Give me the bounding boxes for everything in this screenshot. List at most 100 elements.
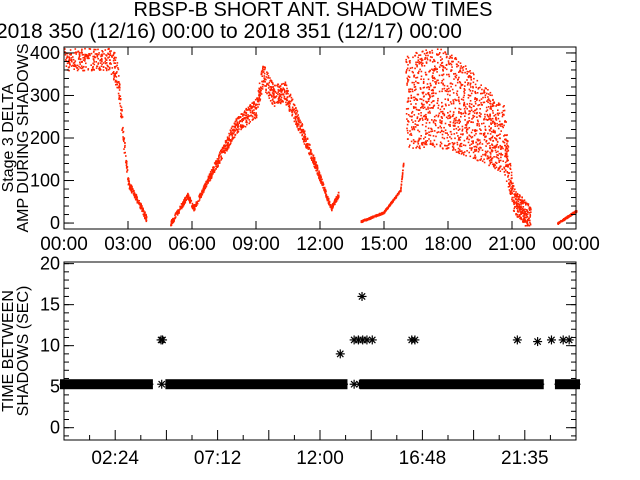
data-point (456, 143, 459, 146)
data-point (118, 82, 121, 85)
data-point (459, 70, 461, 72)
data-point (499, 159, 502, 162)
data-point (422, 78, 425, 81)
data-point (504, 154, 507, 156)
data-point (526, 216, 529, 218)
data-point (292, 103, 295, 105)
data-point (476, 116, 478, 118)
data-point (420, 63, 423, 65)
data-point (521, 212, 524, 214)
data-point (66, 55, 69, 57)
data-point (467, 141, 470, 144)
data-point (489, 114, 491, 116)
data-point (73, 63, 76, 66)
dense-asterisk-band (554, 379, 580, 390)
data-point (276, 100, 279, 103)
data-point (192, 204, 194, 206)
data-point (468, 76, 470, 79)
data-point (467, 82, 469, 84)
data-point (464, 89, 466, 91)
data-point (95, 61, 97, 63)
data-point (494, 125, 496, 127)
data-point (497, 117, 500, 120)
data-point (68, 58, 71, 61)
data-point (94, 53, 97, 55)
data-point (464, 85, 466, 87)
data-point (297, 120, 300, 123)
data-point (113, 78, 115, 80)
data-point (458, 102, 461, 105)
data-point (454, 137, 456, 140)
data-point (245, 111, 248, 114)
data-point (280, 96, 283, 99)
data-point (448, 57, 451, 60)
data-point (138, 200, 140, 202)
data-point (468, 71, 470, 73)
x-tick-label: 07:12 (194, 448, 242, 469)
data-point (474, 145, 477, 148)
data-point (81, 52, 83, 54)
data-point (409, 144, 411, 147)
data-point (450, 85, 452, 88)
data-point (474, 100, 477, 103)
data-point (474, 83, 477, 86)
data-point (417, 72, 419, 74)
data-point (319, 177, 322, 179)
data-point (299, 125, 302, 128)
ylabel-line: SHADOWS (SEC) (15, 286, 32, 417)
data-point (450, 70, 452, 72)
data-point (446, 85, 449, 87)
data-point (295, 107, 297, 109)
data-point (105, 55, 108, 57)
data-point (324, 192, 327, 194)
data-point (251, 105, 253, 108)
data-point (447, 134, 449, 136)
data-point (448, 124, 450, 126)
data-point (273, 87, 275, 90)
data-point (464, 144, 467, 147)
data-point (70, 59, 73, 62)
data-point (295, 122, 298, 125)
data-point (102, 51, 104, 53)
data-point (180, 205, 183, 208)
data-point (265, 89, 267, 91)
data-point (286, 96, 289, 98)
data-point (501, 168, 504, 171)
data-point (173, 217, 175, 220)
data-point (487, 98, 490, 100)
data-point (257, 100, 260, 103)
data-point (406, 127, 408, 130)
data-point (482, 101, 485, 104)
data-point (441, 110, 444, 113)
data-point (497, 102, 500, 104)
data-point (125, 160, 128, 163)
data-point (432, 135, 435, 137)
data-point (501, 125, 504, 128)
data-point (530, 208, 532, 211)
data-point (129, 186, 131, 188)
data-point (494, 147, 496, 149)
data-point (215, 162, 218, 164)
data-point (413, 76, 415, 78)
data-point (493, 137, 496, 139)
data-point (460, 65, 462, 67)
data-point (501, 115, 504, 118)
data-point (456, 141, 459, 144)
data-point (231, 129, 234, 132)
data-point (223, 145, 225, 148)
top-plot-points (64, 47, 578, 227)
data-point (402, 164, 405, 167)
data-point (273, 90, 276, 92)
data-point (125, 161, 128, 164)
data-point (315, 165, 317, 167)
data-point (433, 100, 435, 102)
data-point (73, 61, 76, 64)
data-point (318, 175, 321, 178)
data-point (265, 91, 267, 93)
data-point (80, 61, 83, 63)
data-point (179, 208, 181, 211)
data-point (425, 143, 428, 146)
data-point (273, 97, 276, 99)
data-point (324, 191, 327, 193)
